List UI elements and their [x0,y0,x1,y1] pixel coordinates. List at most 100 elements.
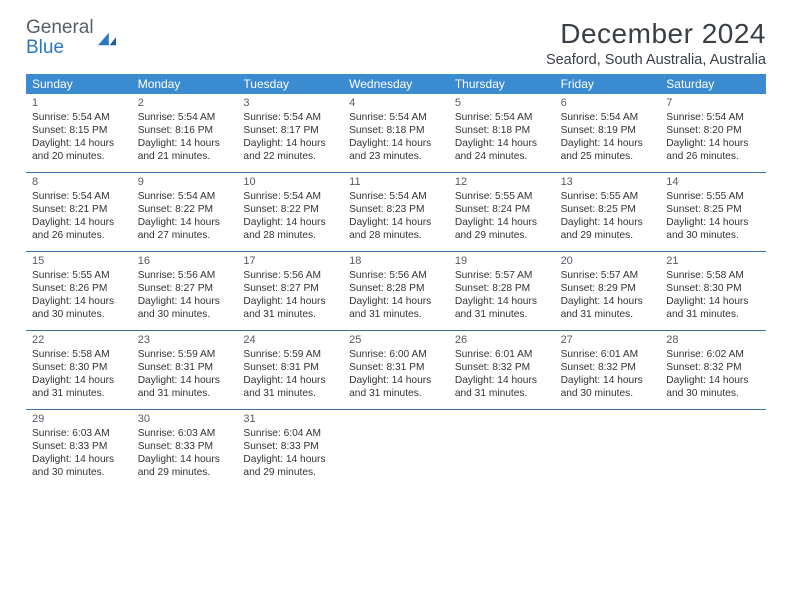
sunset-text: Sunset: 8:18 PM [349,124,443,137]
day-cell: 1Sunrise: 5:54 AMSunset: 8:15 PMDaylight… [26,94,132,172]
day-cell: 5Sunrise: 5:54 AMSunset: 8:18 PMDaylight… [449,94,555,172]
sunset-text: Sunset: 8:25 PM [561,203,655,216]
daylight-text: Daylight: 14 hours [243,137,337,150]
sunset-text: Sunset: 8:23 PM [349,203,443,216]
daylight-text: and 25 minutes. [561,150,655,163]
daylight-text: Daylight: 14 hours [561,216,655,229]
daylight-text: and 30 minutes. [666,387,760,400]
daylight-text: Daylight: 14 hours [455,374,549,387]
sunset-text: Sunset: 8:29 PM [561,282,655,295]
calendar-page: General Blue December 2024 Seaford, Sout… [0,0,792,498]
sunrise-text: Sunrise: 5:54 AM [455,111,549,124]
dow-cell: Thursday [449,74,555,94]
logo: General Blue [26,18,116,58]
sunset-text: Sunset: 8:32 PM [666,361,760,374]
daylight-text: Daylight: 14 hours [349,374,443,387]
daylight-text: Daylight: 14 hours [243,374,337,387]
day-number: 30 [138,412,232,426]
day-number: 12 [455,175,549,189]
day-cell: 6Sunrise: 5:54 AMSunset: 8:19 PMDaylight… [555,94,661,172]
sunrise-text: Sunrise: 5:56 AM [138,269,232,282]
sunset-text: Sunset: 8:25 PM [666,203,760,216]
sunrise-text: Sunrise: 5:55 AM [666,190,760,203]
day-number: 7 [666,96,760,110]
dow-header-row: SundayMondayTuesdayWednesdayThursdayFrid… [26,74,766,94]
sunset-text: Sunset: 8:31 PM [349,361,443,374]
sunset-text: Sunset: 8:33 PM [243,440,337,453]
daylight-text: Daylight: 14 hours [243,453,337,466]
daylight-text: and 29 minutes. [561,229,655,242]
daylight-text: Daylight: 14 hours [666,216,760,229]
week-row: 22Sunrise: 5:58 AMSunset: 8:30 PMDayligh… [26,331,766,410]
day-number: 11 [349,175,443,189]
day-number: 22 [32,333,126,347]
sunset-text: Sunset: 8:28 PM [349,282,443,295]
sunset-text: Sunset: 8:30 PM [666,282,760,295]
daylight-text: Daylight: 14 hours [455,137,549,150]
day-number: 8 [32,175,126,189]
daylight-text: and 31 minutes. [138,387,232,400]
title-block: December 2024 Seaford, South Australia, … [546,18,766,68]
day-cell: 17Sunrise: 5:56 AMSunset: 8:27 PMDayligh… [237,252,343,330]
daylight-text: and 23 minutes. [349,150,443,163]
dow-cell: Monday [132,74,238,94]
sunrise-text: Sunrise: 5:54 AM [243,111,337,124]
sunset-text: Sunset: 8:26 PM [32,282,126,295]
daylight-text: and 30 minutes. [561,387,655,400]
dow-cell: Friday [555,74,661,94]
daylight-text: and 28 minutes. [243,229,337,242]
sunrise-text: Sunrise: 5:54 AM [138,190,232,203]
daylight-text: and 21 minutes. [138,150,232,163]
daylight-text: Daylight: 14 hours [349,137,443,150]
sunrise-text: Sunrise: 5:58 AM [32,348,126,361]
day-cell: 27Sunrise: 6:01 AMSunset: 8:32 PMDayligh… [555,331,661,409]
daylight-text: and 22 minutes. [243,150,337,163]
day-cell: 26Sunrise: 6:01 AMSunset: 8:32 PMDayligh… [449,331,555,409]
daylight-text: and 29 minutes. [243,466,337,479]
day-cell: 14Sunrise: 5:55 AMSunset: 8:25 PMDayligh… [660,173,766,251]
sunset-text: Sunset: 8:32 PM [455,361,549,374]
daylight-text: and 29 minutes. [455,229,549,242]
sunrise-text: Sunrise: 5:57 AM [561,269,655,282]
day-number: 31 [243,412,337,426]
day-cell: 7Sunrise: 5:54 AMSunset: 8:20 PMDaylight… [660,94,766,172]
daylight-text: and 31 minutes. [32,387,126,400]
week-row: 15Sunrise: 5:55 AMSunset: 8:26 PMDayligh… [26,252,766,331]
sunrise-text: Sunrise: 5:57 AM [455,269,549,282]
daylight-text: and 30 minutes. [32,466,126,479]
day-cell: 24Sunrise: 5:59 AMSunset: 8:31 PMDayligh… [237,331,343,409]
day-number: 1 [32,96,126,110]
sunset-text: Sunset: 8:22 PM [138,203,232,216]
logo-sail-icon [98,32,116,46]
logo-general-text: General [26,17,94,38]
month-title: December 2024 [546,18,766,50]
sunrise-text: Sunrise: 5:54 AM [138,111,232,124]
day-number: 14 [666,175,760,189]
daylight-text: and 31 minutes. [243,308,337,321]
daylight-text: and 28 minutes. [349,229,443,242]
dow-cell: Sunday [26,74,132,94]
daylight-text: Daylight: 14 hours [32,295,126,308]
daylight-text: and 26 minutes. [666,150,760,163]
daylight-text: Daylight: 14 hours [243,295,337,308]
sunrise-text: Sunrise: 5:55 AM [561,190,655,203]
day-cell: 23Sunrise: 5:59 AMSunset: 8:31 PMDayligh… [132,331,238,409]
daylight-text: Daylight: 14 hours [561,374,655,387]
day-cell: 15Sunrise: 5:55 AMSunset: 8:26 PMDayligh… [26,252,132,330]
sunrise-text: Sunrise: 6:03 AM [32,427,126,440]
day-cell: 11Sunrise: 5:54 AMSunset: 8:23 PMDayligh… [343,173,449,251]
day-cell: 10Sunrise: 5:54 AMSunset: 8:22 PMDayligh… [237,173,343,251]
daylight-text: Daylight: 14 hours [32,216,126,229]
sunrise-text: Sunrise: 5:54 AM [243,190,337,203]
day-number: 6 [561,96,655,110]
logo-blue-text: Blue [26,37,64,58]
day-number: 18 [349,254,443,268]
sunset-text: Sunset: 8:19 PM [561,124,655,137]
daylight-text: and 24 minutes. [455,150,549,163]
day-cell: 20Sunrise: 5:57 AMSunset: 8:29 PMDayligh… [555,252,661,330]
daylight-text: Daylight: 14 hours [561,295,655,308]
day-number: 20 [561,254,655,268]
day-cell: 8Sunrise: 5:54 AMSunset: 8:21 PMDaylight… [26,173,132,251]
daylight-text: and 31 minutes. [349,387,443,400]
daylight-text: Daylight: 14 hours [32,453,126,466]
